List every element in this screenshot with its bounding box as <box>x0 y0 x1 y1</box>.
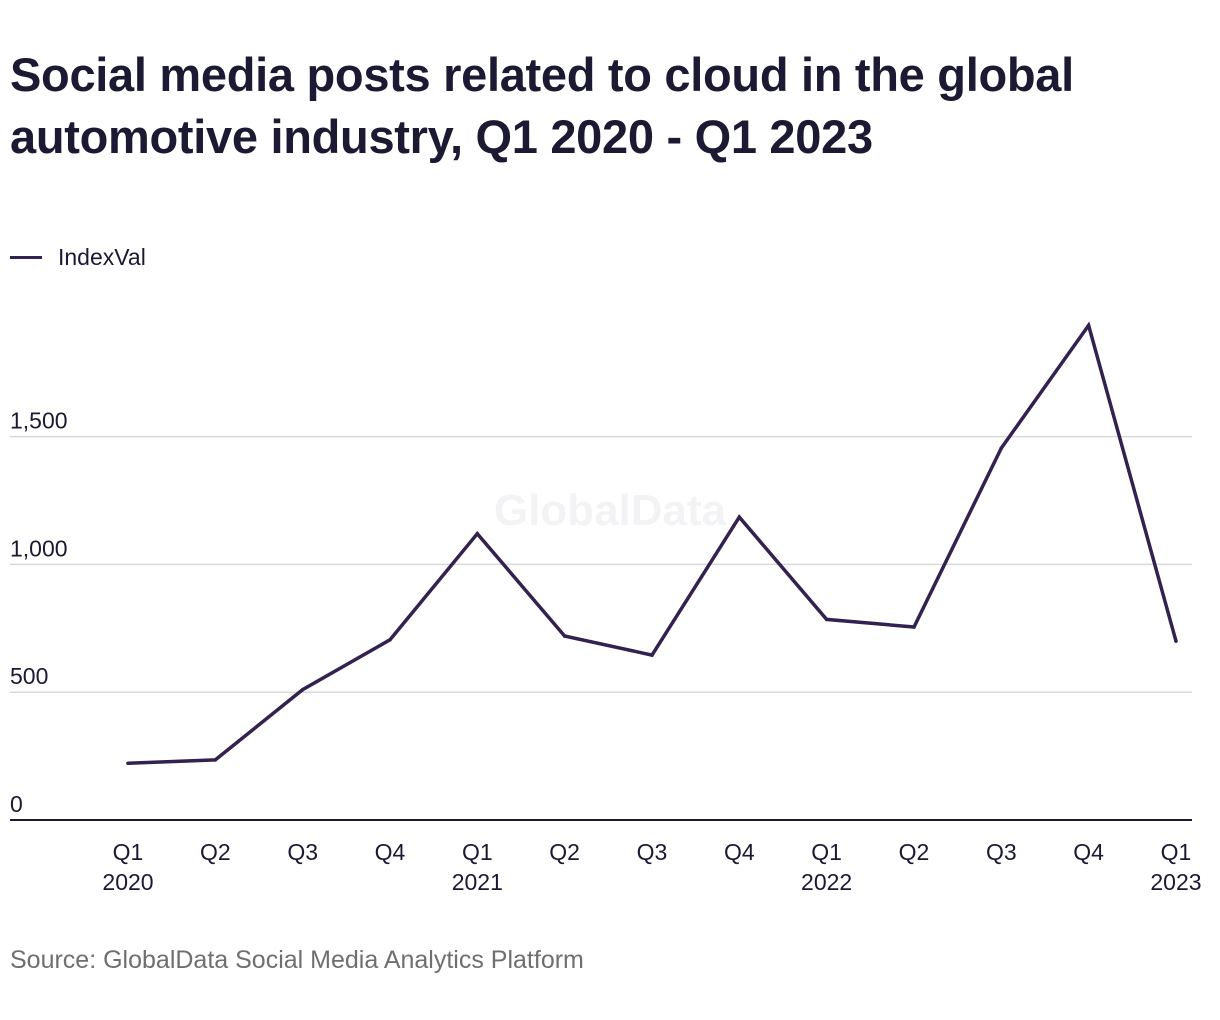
data-point <box>824 617 829 622</box>
data-point <box>1086 323 1091 328</box>
data-point <box>999 446 1004 450</box>
x-tick-label: Q2 <box>200 839 231 865</box>
y-tick-label: 1,000 <box>10 535 68 561</box>
chart-legend: IndexVal <box>10 242 146 272</box>
x-tick-label: Q1 <box>462 839 493 865</box>
data-point <box>126 761 130 766</box>
data-point <box>300 687 305 692</box>
source-note: Source: GlobalData Social Media Analytic… <box>10 946 584 974</box>
x-tick-label: Q4 <box>1073 839 1104 865</box>
y-tick-label: 0 <box>10 791 23 817</box>
data-point <box>912 625 916 629</box>
x-tick-year-label: 2021 <box>452 869 503 895</box>
x-tick-label: Q1 <box>811 839 842 865</box>
x-tick-year-label: 2022 <box>801 869 852 895</box>
x-tick-year-label: 2020 <box>102 869 153 895</box>
x-tick-label: Q2 <box>899 839 930 865</box>
data-point <box>737 515 742 519</box>
x-tick-label: Q1 <box>1161 839 1192 865</box>
watermark-text: GlobalData <box>494 486 727 535</box>
chart-title: Social media posts related to cloud in t… <box>10 48 1074 163</box>
y-tick-label: 500 <box>10 663 48 689</box>
x-tick-label: Q2 <box>549 839 580 865</box>
legend-label: IndexVal <box>58 243 146 270</box>
x-tick-year-label: 2023 <box>1150 869 1201 895</box>
x-tick-label: Q4 <box>375 839 406 865</box>
line-chart: GlobalData 0 500 1,000 1,500 Q1 2020 Q2 Q3 Q4 Q1 20… <box>10 321 1202 895</box>
x-tick-label: Q3 <box>287 839 318 865</box>
legend-swatch <box>10 255 42 259</box>
data-point <box>388 638 392 642</box>
series-line-indexval <box>127 321 1178 766</box>
x-tick-label: Q1 <box>113 839 144 865</box>
y-tick-label: 1,500 <box>10 408 68 434</box>
data-point <box>650 653 654 657</box>
x-tick-label: Q4 <box>724 839 755 865</box>
x-tick-label: Q3 <box>986 839 1017 865</box>
data-point <box>1174 639 1178 643</box>
data-point <box>475 531 480 536</box>
x-tick-label: Q3 <box>637 839 668 865</box>
data-point <box>562 634 567 638</box>
data-point <box>213 758 218 762</box>
